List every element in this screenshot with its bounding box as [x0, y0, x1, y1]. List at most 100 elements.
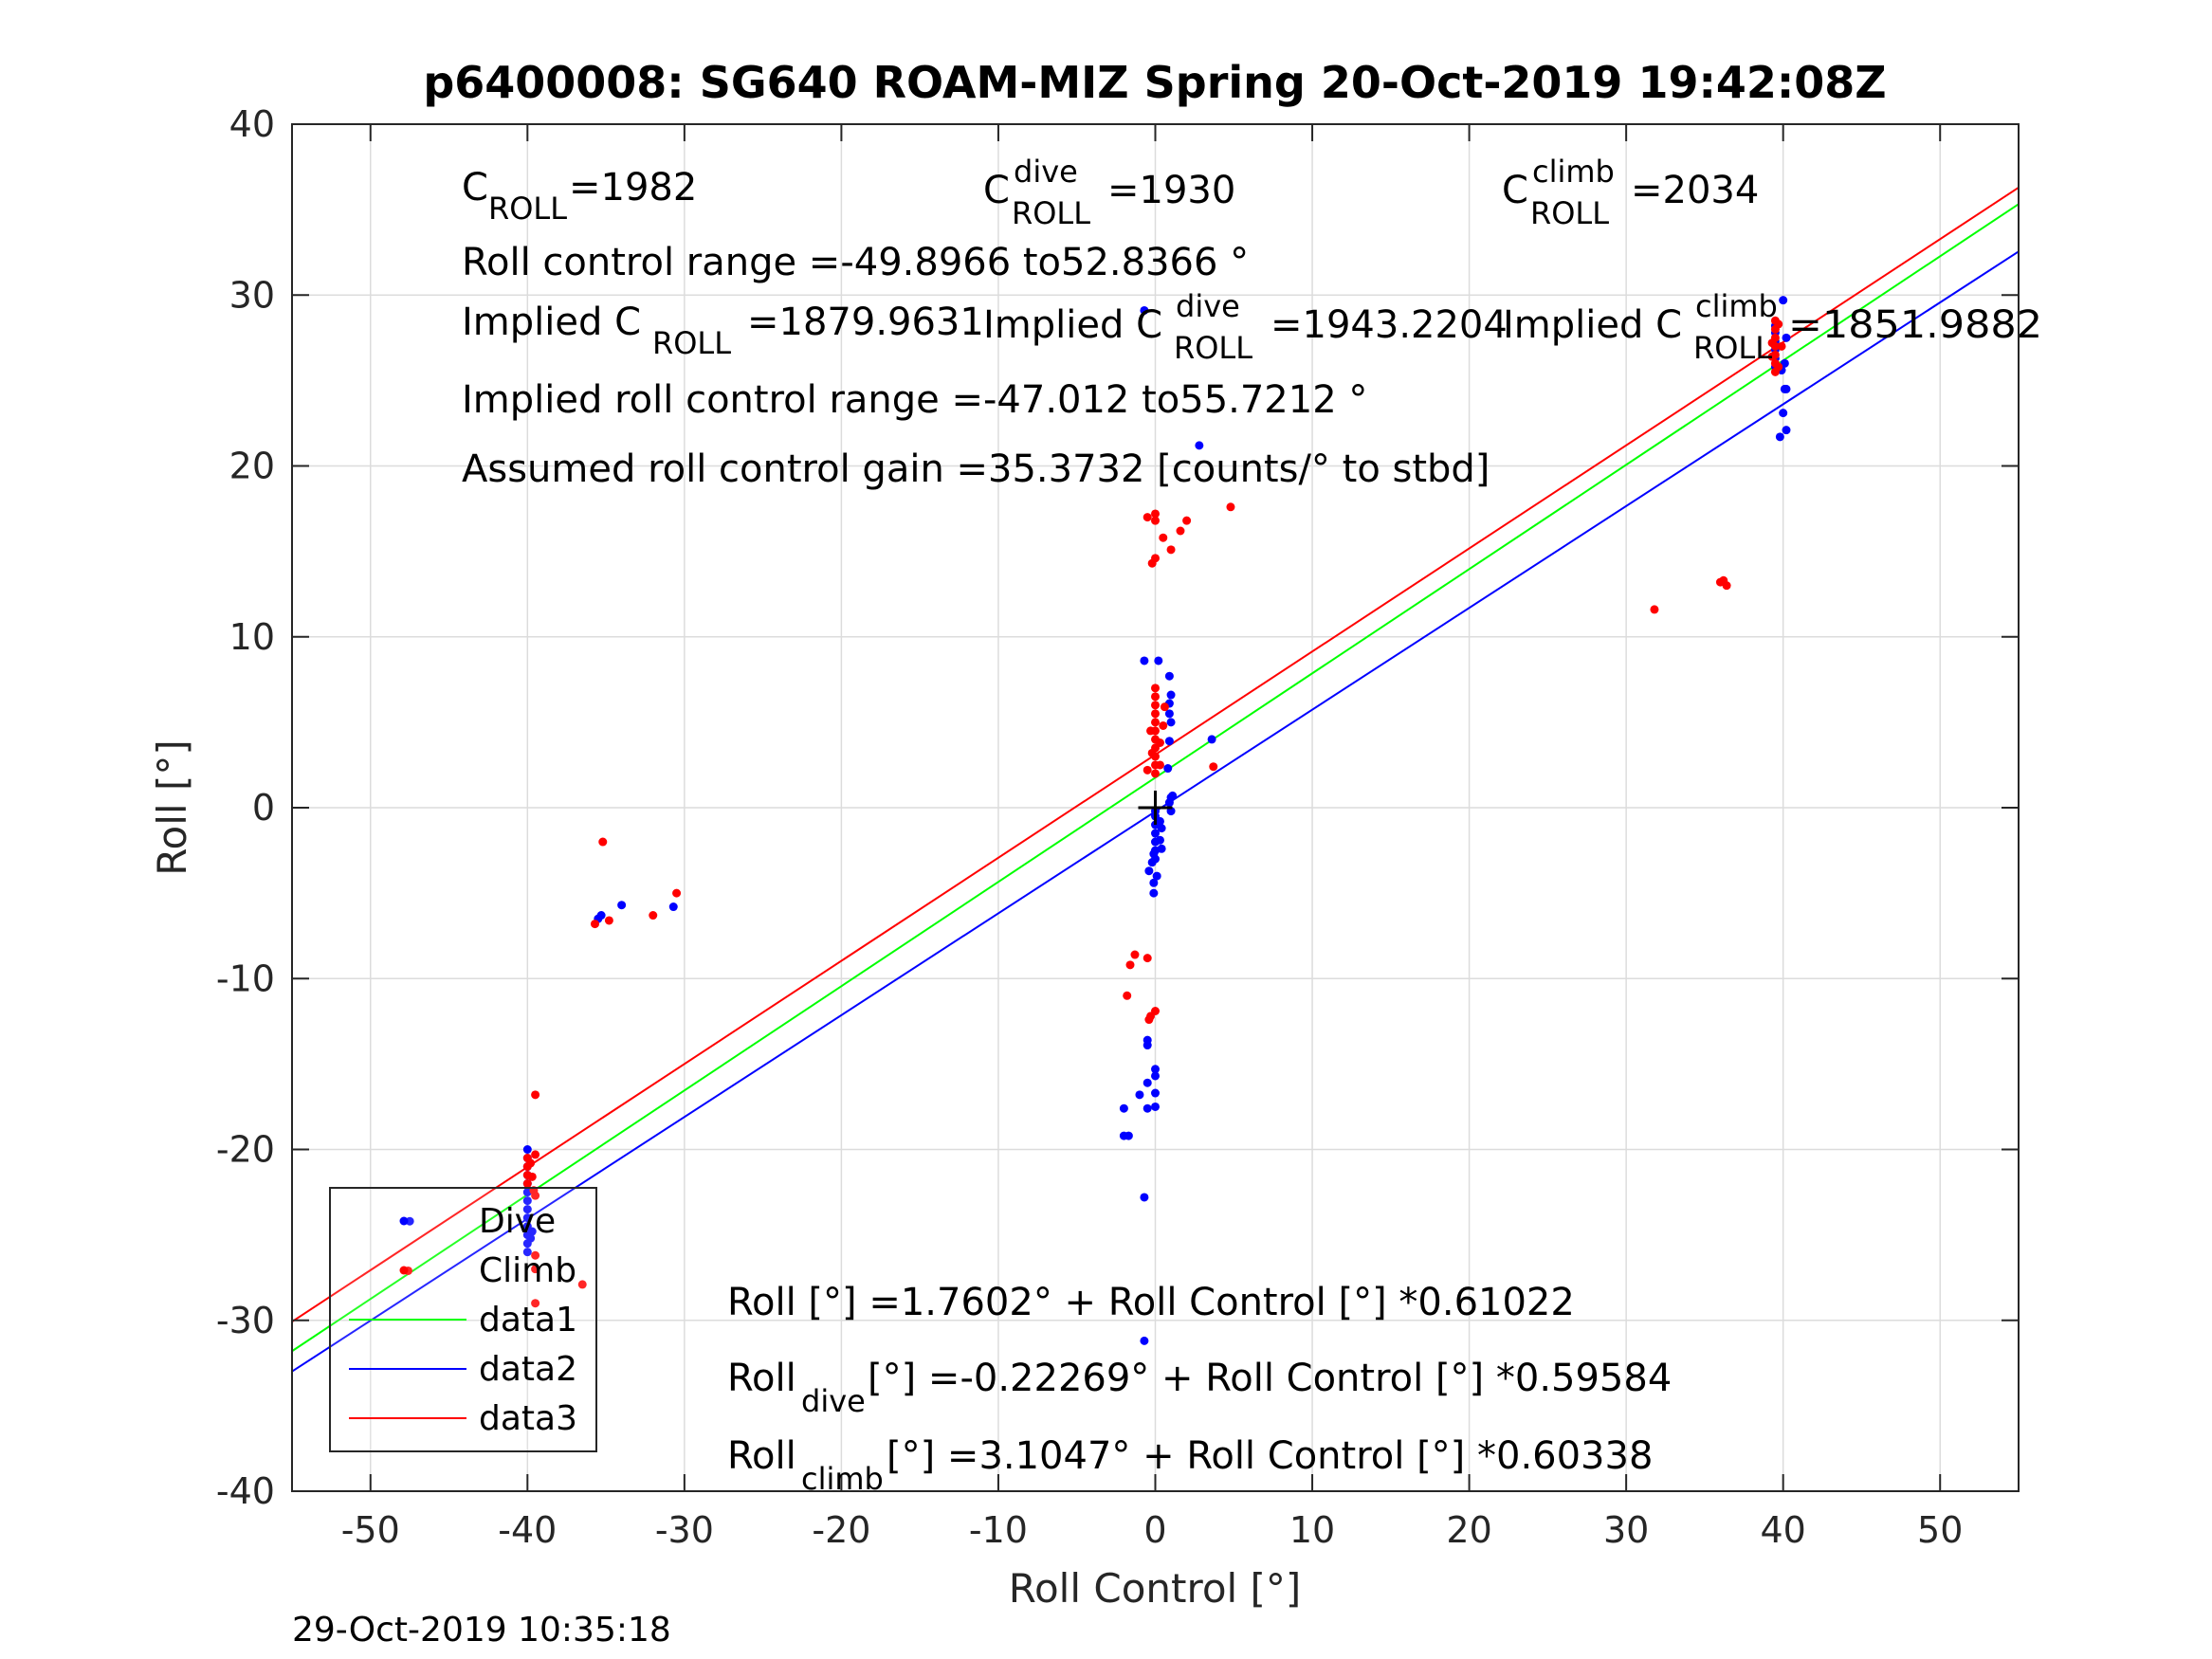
y-tick-label: 40: [229, 103, 275, 145]
x-tick-label: 0: [1143, 1509, 1166, 1551]
legend: Dive Climb data1 data2 data3: [329, 1187, 597, 1452]
c-roll-main: C: [462, 166, 488, 210]
climb-point: [1130, 950, 1140, 959]
fit-dive-annotation: Roll dive [°] =-0.22269° + Roll Control …: [727, 1357, 1672, 1419]
climb-point: [1123, 991, 1132, 1000]
legend-dive-label: Dive: [479, 1202, 556, 1241]
y-tick-label: 30: [229, 274, 275, 316]
climb-point: [1767, 338, 1777, 348]
c-roll-sub: ROLL: [488, 191, 567, 227]
y-tick-labels: -40 -30 -20 -10 0 10 20 30 40: [216, 103, 275, 1512]
fit-dive-rest: [°] =-0.22269° + Roll Control [°] *0.595…: [868, 1357, 1672, 1400]
climb-point: [527, 1172, 537, 1181]
dive-point: [1779, 296, 1788, 305]
c-roll-dive-value: =1930: [1107, 169, 1235, 212]
dive-point: [522, 1196, 532, 1206]
implied-c-roll-sub: ROLL: [652, 325, 731, 361]
dive-point: [1151, 1065, 1160, 1074]
climb-point: [1159, 720, 1168, 730]
climb-point: [1774, 319, 1783, 329]
fit-all-text: Roll [°] =1.7602° + Roll Control [°] *0.…: [727, 1281, 1575, 1324]
c-roll-climb-value: =2034: [1631, 169, 1759, 212]
x-tick-labels: -50 -40 -30 -20 -10 0 10 20 30 40 50: [341, 1509, 1964, 1551]
climb-point: [1146, 726, 1156, 736]
fit-dive-main: Roll: [727, 1357, 796, 1400]
dive-point: [527, 1227, 537, 1236]
dive-point: [1135, 1090, 1144, 1100]
dive-point: [1780, 358, 1789, 368]
dive-point: [1155, 835, 1164, 845]
dive-point: [1149, 849, 1159, 859]
y-tick-label: -20: [216, 1129, 275, 1171]
climb-point: [1155, 738, 1164, 748]
fit-climb-rest: [°] =3.1047° + Roll Control [°] *0.60338: [887, 1434, 1653, 1478]
y-axis-label: Roll [°]: [149, 739, 195, 875]
climb-point: [1176, 526, 1185, 536]
dive-point: [1166, 793, 1176, 802]
y-tick-label: -30: [216, 1300, 275, 1341]
y-tick-label: -40: [216, 1470, 275, 1512]
dive-point: [1152, 871, 1161, 881]
dive-point: [522, 1213, 532, 1223]
dive-point: [1195, 441, 1204, 450]
climb-point: [1151, 516, 1160, 525]
climb-point: [672, 888, 682, 898]
climb-point: [1159, 533, 1168, 542]
dive-point: [1775, 432, 1784, 442]
dive-point: [522, 1205, 532, 1214]
fit-climb-annotation: Roll climb [°] =3.1047° + Roll Control […: [727, 1434, 1653, 1497]
climb-point: [531, 1090, 540, 1100]
climb-point: [1722, 581, 1731, 591]
c-roll-climb-sup: climb: [1532, 154, 1615, 190]
climb-point: [1774, 362, 1783, 372]
y-tick-label: 20: [229, 446, 275, 487]
climb-point: [1151, 509, 1160, 519]
climb-point: [649, 911, 658, 921]
climb-point: [591, 920, 600, 929]
x-tick-label: 20: [1446, 1509, 1491, 1551]
fit-climb-main: Roll: [727, 1434, 796, 1478]
dive-point: [1140, 1336, 1149, 1345]
dive-point: [1782, 333, 1791, 342]
dive-point: [1140, 656, 1149, 665]
climb-point: [1143, 513, 1152, 522]
climb-point: [1767, 352, 1777, 361]
climb-point: [1777, 341, 1786, 351]
dive-point: [1154, 656, 1163, 665]
implied-c-roll-prefix: Implied C: [462, 301, 641, 344]
c-roll-dive-sup: dive: [1014, 154, 1078, 190]
climb-point: [577, 1280, 587, 1289]
chart-title: p6400008: SG640 ROAM-MIZ Spring 20-Oct-2…: [423, 57, 1886, 108]
climb-point: [1160, 702, 1169, 712]
dive-point: [1140, 1193, 1149, 1202]
axis-ticks: [292, 123, 2019, 1492]
dive-point: [1151, 1071, 1160, 1081]
climb-point: [1151, 718, 1160, 727]
climb-point: [1166, 545, 1176, 555]
implied-range-text: Implied roll control range =-47.012 to55…: [462, 378, 1367, 422]
x-tick-label: -40: [498, 1509, 557, 1551]
dive-point: [1157, 844, 1166, 853]
climb-point: [1151, 769, 1160, 778]
timestamp: 29-Oct-2019 10:35:18: [292, 1611, 671, 1650]
c-roll-annotation: C ROLL =1982: [462, 166, 697, 227]
climb-point: [522, 1179, 532, 1189]
climb-point: [526, 1158, 536, 1168]
implied-c-climb-value: =1851.9882: [1788, 303, 2042, 347]
dive-point: [1164, 709, 1174, 719]
implied-c-dive-sub: ROLL: [1174, 330, 1252, 366]
fit-dive-sub: dive: [801, 1383, 866, 1419]
climb-point: [1151, 701, 1160, 710]
roll-range-text: Roll control range =-49.8966 to52.8366 °: [462, 241, 1249, 284]
legend-data1-label: data1: [479, 1301, 577, 1340]
dive-point: [1782, 384, 1791, 393]
dive-point: [1119, 1103, 1128, 1113]
climb-point: [1650, 605, 1659, 614]
legend-climb-label: Climb: [479, 1251, 576, 1290]
dive-point: [1140, 305, 1149, 315]
climb-point: [598, 837, 608, 847]
dive-point: [526, 1233, 536, 1243]
climb-point: [1147, 558, 1157, 568]
climb-point: [1144, 1015, 1154, 1025]
